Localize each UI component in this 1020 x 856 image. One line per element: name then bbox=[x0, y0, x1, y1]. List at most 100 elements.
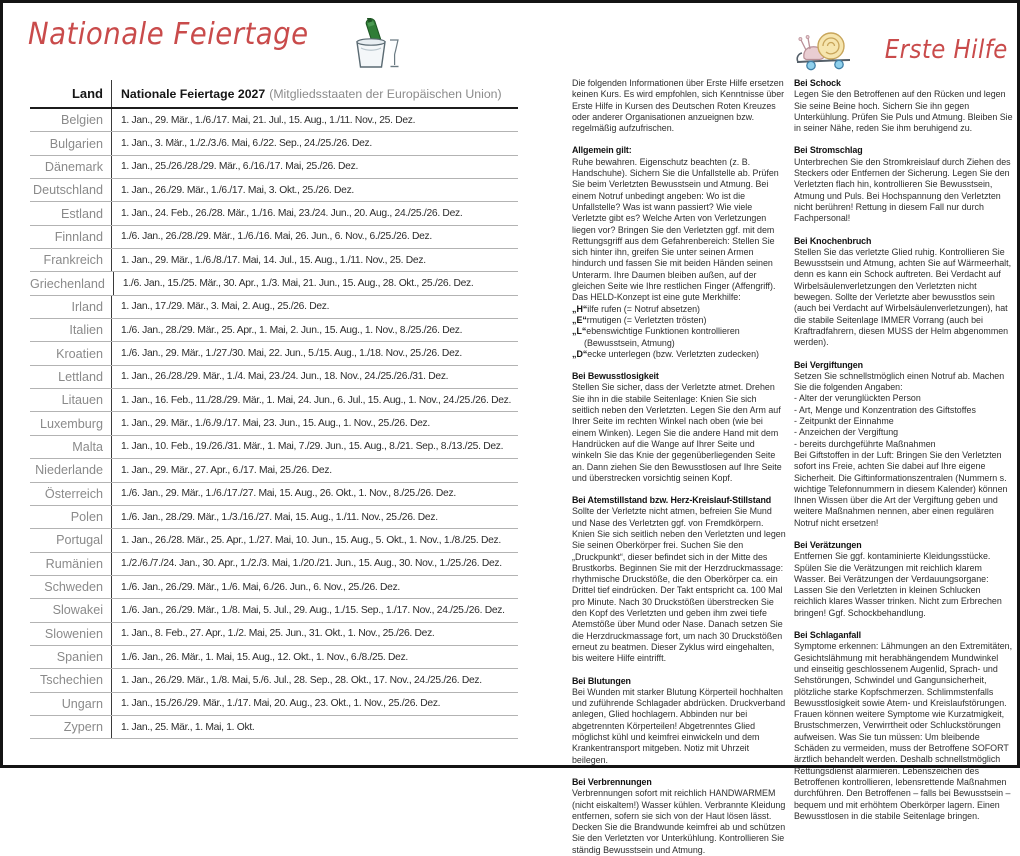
holiday-dates: 1. Jan., 26./29. Mär., 1./6./17. Mai, 3.… bbox=[121, 184, 354, 196]
holiday-dates: 1. Jan., 29. Mär., 1./6./8./17. Mai, 14.… bbox=[121, 254, 426, 266]
holiday-dates: 1./6. Jan., 29. Mär., 1./6./17./27. Mai,… bbox=[121, 488, 456, 500]
table-row: Ungarn 1. Jan., 15./26./29. Mär., 1./17.… bbox=[30, 692, 518, 716]
table-row: Niederlande 1. Jan., 29. Mär., 27. Apr.,… bbox=[30, 459, 518, 483]
table-row: Slowakei 1./6. Jan., 26./29. Mär., 1./8.… bbox=[30, 599, 518, 623]
holiday-dates: 1. Jan., 29. Mär., 1./6./9./17. Mai, 23.… bbox=[121, 418, 430, 430]
poison-info-item: Art, Menge und Konzentration des Giftsto… bbox=[794, 405, 1013, 416]
held-letter: „L“ bbox=[572, 326, 587, 337]
held-letter: „E“ bbox=[572, 314, 587, 325]
poison-info-list: Alter der verunglückten Person Art, Meng… bbox=[794, 393, 1013, 449]
poison-info-item: bereits durchgeführte Maßnahmen bbox=[794, 439, 1013, 450]
table-row: Deutschland 1. Jan., 26./29. Mär., 1./6.… bbox=[30, 179, 518, 203]
section-body: Symptome erkennen: Lähmungen an den Extr… bbox=[794, 641, 1013, 821]
firstaid-column-1: Die folgenden Informationen über Erste H… bbox=[572, 78, 786, 856]
holiday-dates: 1./6. Jan., 28./29. Mär., 1./3./16./27. … bbox=[121, 511, 438, 523]
snail-icon bbox=[794, 28, 856, 72]
held-list-item: „D“ecke unterlegen (bzw. Verletzten zude… bbox=[572, 349, 786, 360]
holiday-dates: 1./6. Jan., 26./29. Mär., 1./8. Mai, 5. … bbox=[121, 604, 505, 616]
country-name: Rumänien bbox=[30, 552, 112, 575]
country-name: Ungarn bbox=[30, 692, 112, 715]
table-row: Frankreich 1. Jan., 29. Mär., 1./6./8./1… bbox=[30, 249, 518, 273]
section-heading: Bei Atemstillstand bzw. Herz-Kreislauf-S… bbox=[572, 495, 772, 506]
section-body: Legen Sie den Betroffenen auf den Rücken… bbox=[794, 89, 1013, 134]
holiday-dates: 1. Jan., 26./29. Mär., 1./8. Mai, 5./6. … bbox=[121, 674, 482, 686]
section-heading: Bei Schlaganfall bbox=[794, 630, 861, 641]
table-row: Portugal 1. Jan., 26./28. Mär., 25. Apr.… bbox=[30, 529, 518, 553]
holiday-dates: 1. Jan., 24. Feb., 26./28. Mär., 1./16. … bbox=[121, 208, 463, 220]
country-name: Malta bbox=[30, 435, 112, 459]
table-row: Kroatien 1./6. Jan., 29. Mär., 1./27./30… bbox=[30, 342, 518, 366]
column-header-land: Land bbox=[30, 80, 112, 107]
held-list: „H“ilfe rufen (= Notruf absetzen) „E“rmu… bbox=[572, 304, 786, 360]
country-name: Niederlande bbox=[30, 459, 112, 482]
table-header-row: Land Nationale Feiertage 2027 (Mitglieds… bbox=[30, 80, 518, 109]
section-verbrennungen: Bei Verbrennungen Verbrennungen sofort m… bbox=[572, 777, 786, 856]
table-row: Schweden 1./6. Jan., 26./29. Mär., 1./6.… bbox=[30, 575, 518, 600]
country-name: Polen bbox=[30, 505, 112, 529]
holidays-table: Land Nationale Feiertage 2027 (Mitglieds… bbox=[30, 80, 518, 740]
country-name: Luxemburg bbox=[30, 412, 112, 435]
table-row: Tschechien 1. Jan., 26./29. Mär., 1./8. … bbox=[30, 669, 518, 693]
holiday-dates: 1. Jan., 25./26./28./29. Mär., 6./16./17… bbox=[121, 161, 359, 173]
country-name: Österreich bbox=[30, 482, 112, 505]
section-allgemein: Allgemein gilt: Ruhe bewahren. Eigenschu… bbox=[572, 145, 786, 360]
holiday-dates: 1. Jan., 17./29. Mär., 3. Mai, 2. Aug., … bbox=[121, 301, 330, 313]
section-heading: Allgemein gilt: bbox=[572, 145, 632, 156]
table-row: Lettland 1. Jan., 26./28./29. Mär., 1./4… bbox=[30, 365, 518, 390]
section-heading: Bei Blutungen bbox=[572, 675, 631, 686]
country-name: Portugal bbox=[30, 529, 112, 552]
holiday-dates: 1. Jan., 29. Mär., 1./6./17. Mai, 21. Ju… bbox=[121, 114, 416, 126]
holiday-dates: 1./6. Jan., 26./28./29. Mär., 1./6./16. … bbox=[121, 231, 432, 243]
table-row: Italien 1./6. Jan., 28./29. Mär., 25. Ap… bbox=[30, 319, 518, 343]
column-header-holidays: Nationale Feiertage 2027 (Mitgliedsstaat… bbox=[112, 80, 502, 107]
table-row: Zypern 1. Jan., 25. Mär., 1. Mai, 1. Okt… bbox=[30, 715, 518, 740]
country-name: Schweden bbox=[30, 575, 112, 599]
holiday-dates: 1./6. Jan., 29. Mär., 1./27./30. Mai, 22… bbox=[121, 348, 462, 360]
held-letter: „H“ bbox=[572, 303, 588, 314]
section-bewusstlosigkeit: Bei Bewusstlosigkeit Stellen Sie sicher,… bbox=[572, 371, 786, 484]
country-name: Slowenien bbox=[30, 622, 112, 645]
table-row: Finnland 1./6. Jan., 26./28./29. Mär., 1… bbox=[30, 225, 518, 250]
country-name: Finnland bbox=[30, 225, 112, 249]
holiday-dates: 1. Jan., 15./26./29. Mär., 1./17. Mai, 2… bbox=[121, 698, 441, 710]
section-body: Entfernen Sie ggf. kontaminierte Kleidun… bbox=[794, 551, 1002, 618]
country-name: Bulgarien bbox=[30, 132, 112, 155]
section-heading: Bei Bewusstlosigkeit bbox=[572, 371, 659, 382]
table-row: Dänemark 1. Jan., 25./26./28./29. Mär., … bbox=[30, 155, 518, 180]
table-row: Malta 1. Jan., 10. Feb., 19./26./31. Mär… bbox=[30, 435, 518, 460]
table-row: Bulgarien 1. Jan., 3. Mär., 1./2./3./6. … bbox=[30, 132, 518, 156]
firstaid-column-2: Bei Schock Legen Sie den Betroffenen auf… bbox=[794, 78, 1013, 822]
holiday-dates: 1. Jan., 26./28. Mär., 25. Apr., 1./27. … bbox=[121, 534, 501, 546]
held-intro: Das HELD-Konzept ist eine gute Merkhilfe… bbox=[572, 292, 741, 303]
firstaid-intro: Die folgenden Informationen über Erste H… bbox=[572, 78, 785, 134]
country-name: Irland bbox=[30, 295, 112, 319]
country-name: Deutschland bbox=[30, 179, 112, 202]
poison-info-item: Alter der verunglückten Person bbox=[794, 393, 1013, 404]
table-title-2027: Nationale Feiertage 2027 bbox=[121, 86, 266, 101]
country-name: Spanien bbox=[30, 645, 112, 669]
holidays-page-title: Nationale Feiertage bbox=[28, 17, 309, 52]
held-list-item: „L“ebenswichtige Funktionen kontrolliere… bbox=[572, 326, 786, 349]
held-list-item: „E“rmutigen (= Verletzten trösten) bbox=[572, 315, 786, 326]
holiday-dates: 1. Jan., 10. Feb., 19./26./31. Mär., 1. … bbox=[121, 441, 504, 453]
poison-info-item: Anzeichen der Vergiftung bbox=[794, 427, 1013, 438]
country-name: Lettland bbox=[30, 365, 112, 389]
country-name: Kroatien bbox=[30, 342, 112, 365]
table-row: Litauen 1. Jan., 16. Feb., 11./28./29. M… bbox=[30, 389, 518, 413]
held-text: ebenswichtige Funktionen kontrollieren (… bbox=[584, 326, 740, 348]
section-heading: Bei Schock bbox=[794, 78, 841, 88]
country-name: Dänemark bbox=[30, 155, 112, 179]
section-heading: Bei Verätzungen bbox=[794, 539, 862, 550]
table-row: Österreich 1./6. Jan., 29. Mär., 1./6./1… bbox=[30, 482, 518, 506]
holiday-dates: 1./6. Jan., 26./29. Mär., 1./6. Mai, 6./… bbox=[121, 581, 400, 593]
table-row: Belgien 1. Jan., 29. Mär., 1./6./17. Mai… bbox=[30, 109, 518, 133]
section-schock: Bei Schock Legen Sie den Betroffenen auf… bbox=[794, 78, 1013, 134]
section-body: Sollte der Verletzte nicht atmen, befrei… bbox=[572, 506, 786, 664]
section-body: Bei Wunden mit starker Blutung Körpertei… bbox=[572, 686, 786, 765]
country-name: Estland bbox=[30, 202, 112, 225]
holiday-dates: 1./6. Jan., 26. Mär., 1. Mai, 15. Aug., … bbox=[121, 651, 408, 663]
section-body: Stellen Sie das verletzte Glied ruhig. K… bbox=[794, 246, 1012, 348]
holidays-header: Nationale Feiertage bbox=[28, 18, 403, 70]
holiday-dates: 1. Jan., 25. Mär., 1. Mai, 1. Okt. bbox=[121, 721, 255, 733]
held-letter: „D“ bbox=[572, 348, 588, 359]
